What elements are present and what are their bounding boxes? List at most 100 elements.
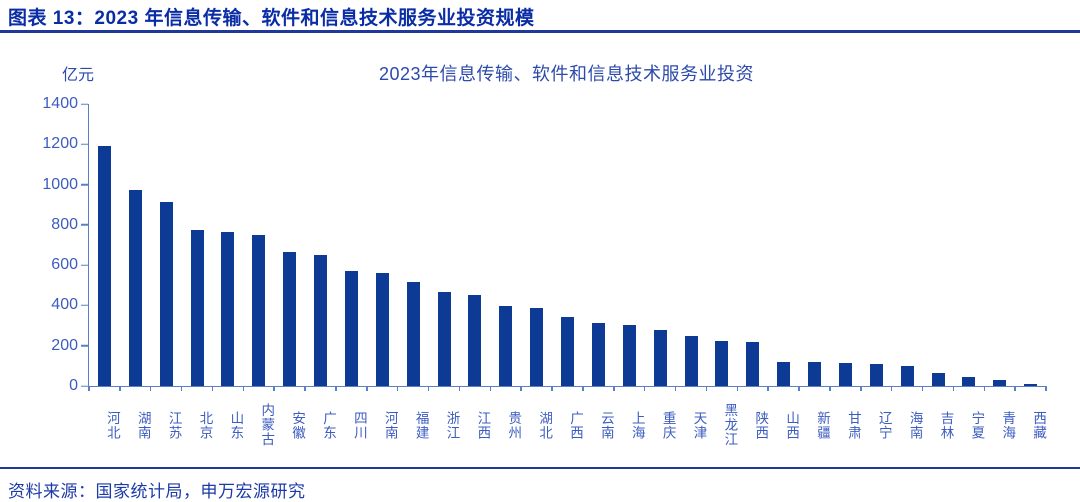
bar-slot (521, 104, 552, 386)
x-axis-labels: 河北 湖南 江苏 北京 山东 内蒙古 安徽 广东 四川 河南 福建 浙江 江西 贵州 湖北 广西 云南 上海 重庆天… (88, 394, 1046, 456)
x-axis-label: 江西 (475, 410, 491, 440)
y-axis-tick (81, 224, 88, 226)
x-axis-tick (952, 386, 955, 391)
bar-slot (89, 104, 120, 386)
x-axis-label: 甘肃 (845, 410, 861, 440)
x-axis-label: 四川 (351, 410, 367, 440)
bar-天津 (684, 335, 698, 386)
bar-slot (274, 104, 305, 386)
x-axis-tick (643, 386, 646, 391)
x-axis-label: 辽宁 (876, 410, 892, 440)
bar-浙江 (437, 292, 451, 386)
x-axis-label: 北京 (197, 410, 213, 440)
bar-slot (429, 104, 460, 386)
x-axis-tick (520, 386, 522, 391)
x-axis-label: 山东 (228, 410, 244, 440)
bar-slot (336, 104, 367, 386)
chart-title: 2023年信息传输、软件和信息技术服务业投资 (378, 64, 755, 84)
x-axis-label: 天津 (691, 410, 707, 440)
x-axis-tick (119, 386, 121, 391)
bar-重庆 (653, 330, 667, 386)
x-axis-tick (458, 386, 461, 391)
bars (89, 104, 1046, 386)
x-axis-label: 重庆 (660, 410, 676, 440)
bar-slot (460, 104, 491, 386)
figure-caption: 图表 13：2023 年信息传输、软件和信息技术服务业投资规模 (8, 8, 535, 29)
x-axis-label: 贵州 (506, 410, 522, 440)
bar-slot (984, 104, 1015, 386)
bar-青海 (993, 380, 1007, 386)
bar-吉林 (931, 372, 945, 386)
bar-slot (120, 104, 151, 386)
bar-slot (676, 104, 707, 386)
x-axis-tick (921, 386, 924, 391)
x-axis-tick (396, 386, 399, 391)
y-axis-unit-label: 亿元 (62, 67, 95, 84)
bar-贵州 (499, 305, 513, 386)
bar-广西 (561, 316, 575, 386)
bar-slot (645, 104, 676, 386)
x-axis-tick (366, 386, 368, 391)
x-axis-tick (890, 386, 893, 391)
x-axis-label: 江苏 (166, 410, 182, 440)
x-axis-label: 山西 (784, 410, 800, 440)
x-axis-label: 广西 (568, 410, 583, 440)
bar-广东 (314, 254, 328, 386)
x-axis-tick (489, 386, 492, 391)
x-axis-tick (983, 386, 985, 391)
x-axis-tick (551, 386, 553, 391)
header-divider (0, 30, 1080, 33)
bar-slot (1015, 104, 1046, 386)
x-axis-label: 新疆 (815, 410, 830, 440)
bar-江苏 (159, 202, 173, 386)
x-axis-tick (335, 386, 337, 391)
bar-湖北 (530, 308, 544, 386)
bar-甘肃 (838, 363, 852, 386)
y-axis-tick (81, 385, 88, 387)
bar-山西 (777, 361, 791, 386)
bar-四川 (344, 270, 358, 386)
y-axis-label: 1200 (42, 135, 78, 153)
y-axis-label: 1400 (42, 95, 78, 112)
x-axis-label: 吉林 (938, 410, 954, 440)
bar-河北 (97, 146, 111, 386)
y-axis-tick (81, 183, 88, 186)
bar-slot (398, 104, 429, 386)
bar-海南 (900, 365, 914, 386)
x-axis-label: 青海 (1000, 410, 1016, 440)
y-axis-labels: 0 200 400 600 800 1000 1200 1400 (0, 96, 78, 394)
x-axis-tick (613, 386, 615, 391)
bar-湖南 (128, 189, 142, 386)
y-axis-label: 1000 (42, 175, 78, 193)
x-axis-tick (180, 386, 183, 391)
y-axis-label: 600 (51, 256, 78, 274)
bar-山东 (221, 232, 235, 386)
y-axis-tick (81, 344, 88, 347)
bar-slot (737, 104, 768, 386)
bar-北京 (190, 229, 204, 386)
x-axis-tick (149, 386, 152, 391)
x-axis-tick (211, 386, 214, 391)
x-axis-tick (1014, 386, 1016, 391)
bar-云南 (591, 322, 605, 386)
bar-河南 (375, 273, 389, 386)
x-axis-label: 安徽 (290, 410, 306, 440)
bar-内蒙古 (252, 235, 266, 386)
y-axis-tick (81, 143, 88, 146)
bar-slot (923, 104, 954, 386)
bar-slot (490, 104, 521, 386)
bar-slot (243, 104, 274, 386)
bar-黑龙江 (715, 340, 729, 386)
x-axis-tick (736, 386, 739, 391)
x-axis-label: 云南 (598, 410, 614, 440)
bar-slot (213, 104, 244, 386)
x-axis-tick (304, 386, 306, 391)
bar-slot (954, 104, 985, 386)
bar-slot (367, 104, 398, 386)
y-axis-label: 0 (69, 377, 78, 394)
x-axis-tick (705, 386, 708, 391)
bar-新疆 (808, 362, 822, 386)
x-axis-label: 浙江 (444, 410, 460, 440)
bar-江西 (468, 295, 482, 386)
